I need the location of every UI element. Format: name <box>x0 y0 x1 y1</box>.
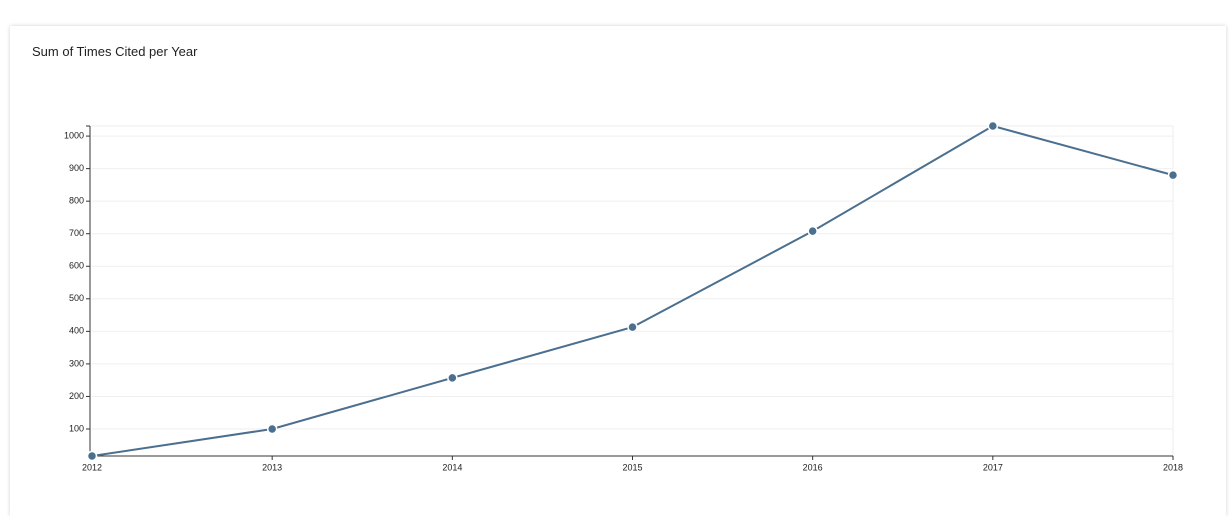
y-tick-label: 500 <box>69 293 84 303</box>
y-tick-label: 600 <box>69 261 84 271</box>
series-line <box>91 124 1174 457</box>
data-point <box>86 450 98 462</box>
data-point <box>266 423 278 435</box>
y-tick-label: 900 <box>69 163 84 173</box>
x-tick-label: 2012 <box>82 462 102 472</box>
x-tick-label: 2018 <box>1163 462 1183 472</box>
data-point <box>987 120 999 132</box>
data-point <box>447 372 458 384</box>
x-tick-label: 2016 <box>803 462 823 472</box>
chart-title: Sum of Times Cited per Year <box>32 44 198 59</box>
chart-card: Sum of Times Cited per Year <box>10 26 1226 516</box>
y-tick-label: 1000 <box>64 130 84 140</box>
data-point <box>1167 169 1179 181</box>
y-tick-label: 200 <box>69 391 84 401</box>
data-point <box>627 321 638 333</box>
x-tick-label: 2017 <box>983 462 1003 472</box>
y-tick-label: 400 <box>69 326 84 336</box>
x-tick-label: 2014 <box>442 462 462 472</box>
data-point <box>807 225 818 237</box>
x-tick-label: 2013 <box>262 462 282 472</box>
y-tick-label: 800 <box>69 196 84 206</box>
x-tick-label: 2015 <box>622 462 642 472</box>
y-tick-label: 300 <box>69 358 84 368</box>
y-tick-label: 700 <box>69 228 84 238</box>
y-tick-label: 100 <box>69 423 84 433</box>
